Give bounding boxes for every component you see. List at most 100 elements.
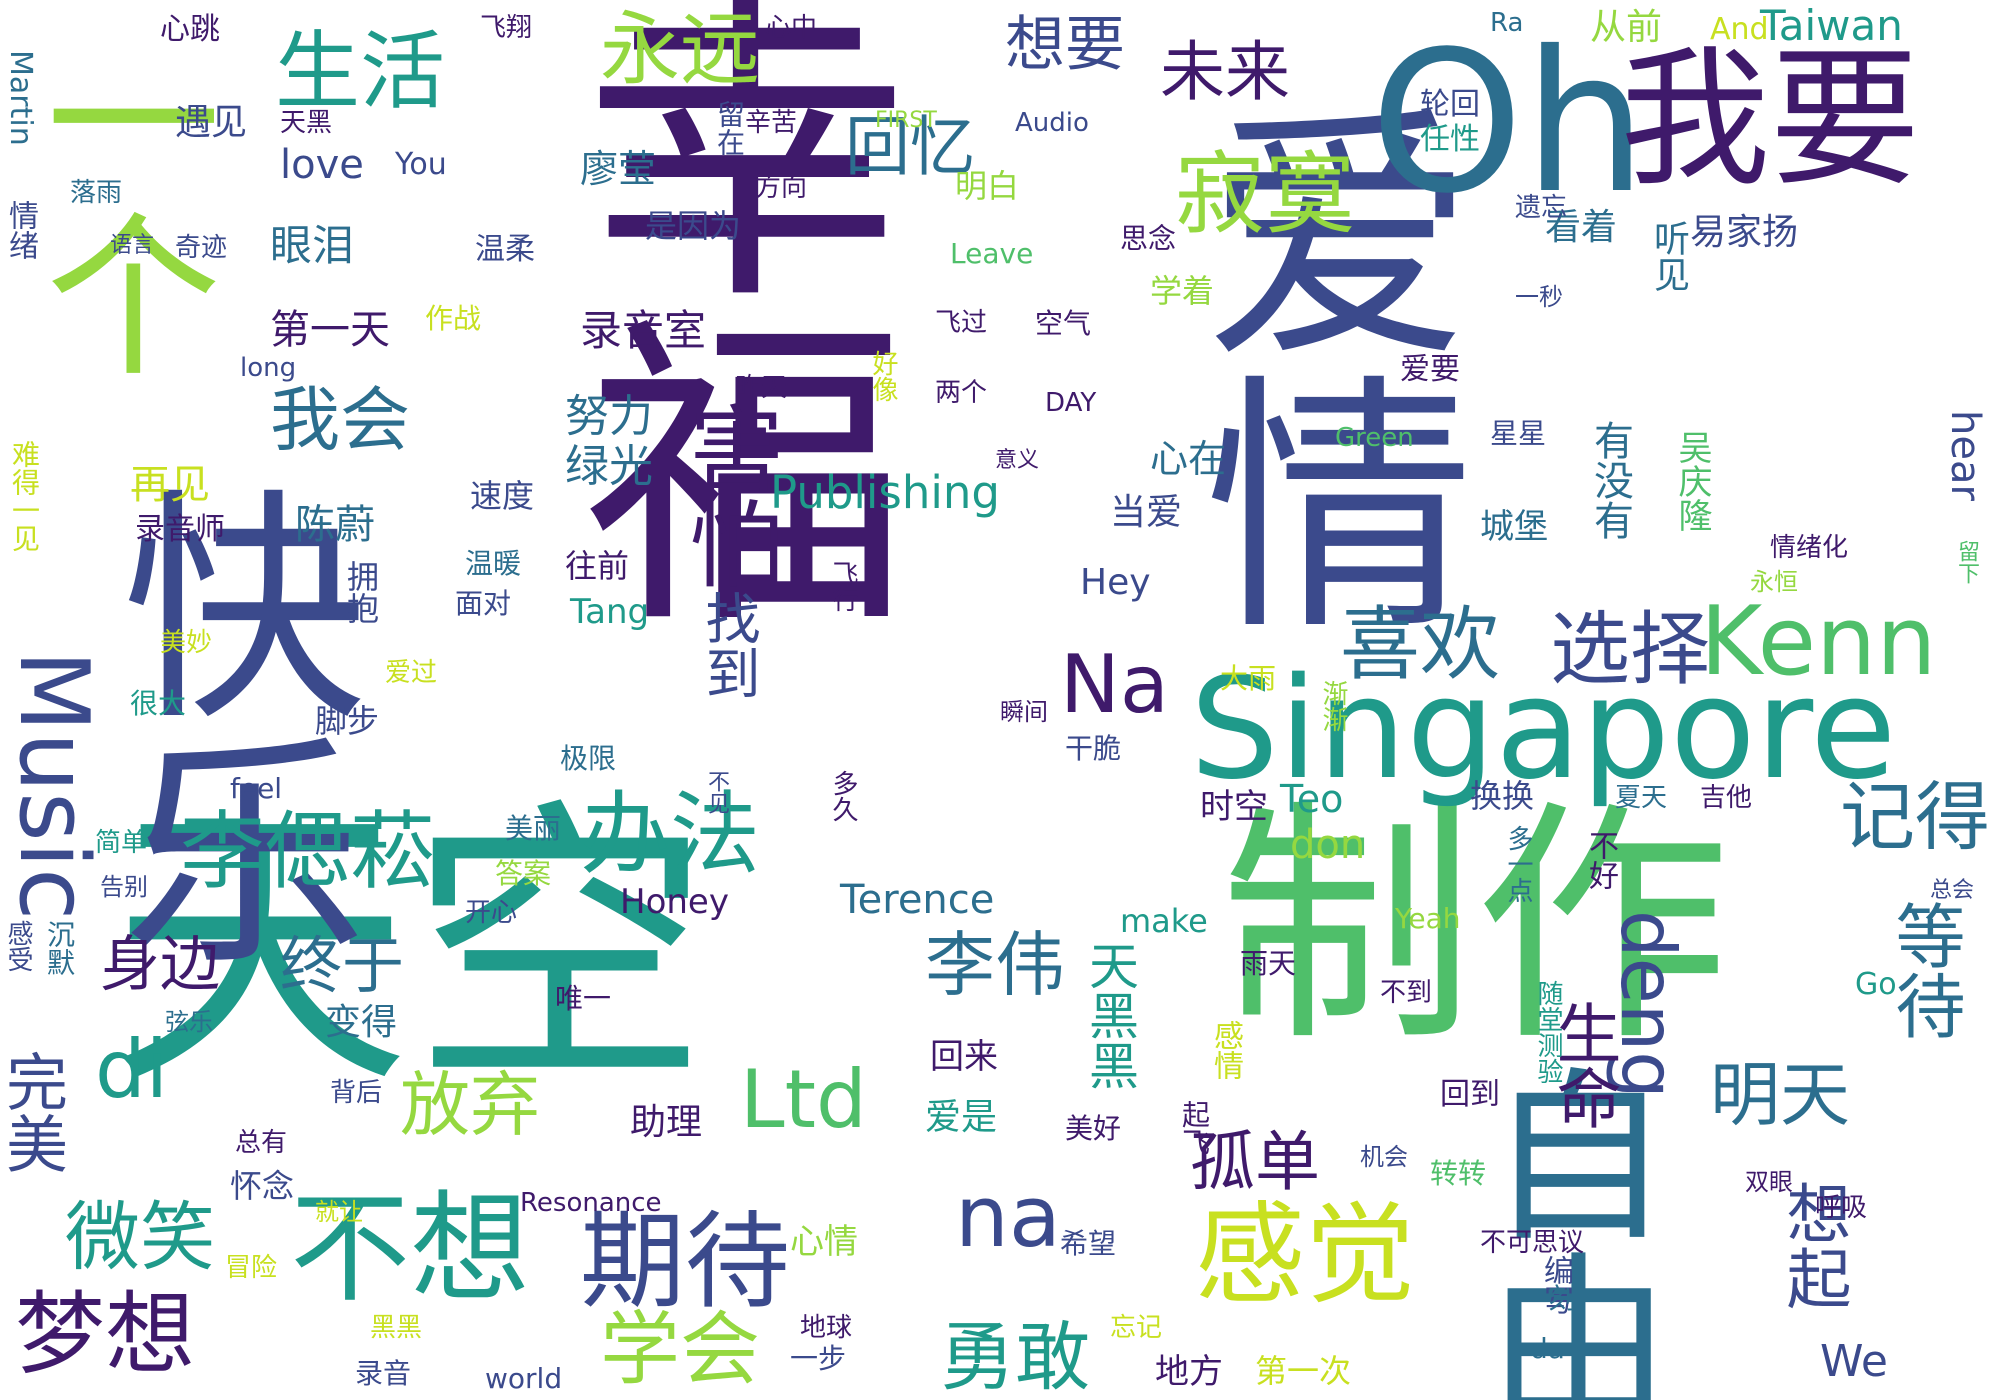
word-ganqing: 感情 <box>1208 1020 1243 1080</box>
word-lvguang: 绿光 <box>565 441 653 492</box>
word-ltd: Ltd <box>740 1053 867 1146</box>
word-yutian: 雨天 <box>1240 947 1297 980</box>
word-beihou: 背后 <box>330 1078 383 1108</box>
word-wohui: 我会 <box>270 379 410 461</box>
word-luyin: 录音 <box>355 1357 412 1390</box>
word-duojiu: 多久 <box>828 770 858 822</box>
word-luyinshi2: 录音师 <box>135 512 225 547</box>
word-xingfu: 幸福 <box>528 0 907 630</box>
word-da: da <box>1530 1332 1565 1365</box>
word-shuangyan: 双眼 <box>1745 1168 1793 1196</box>
word-shengming: 生命 <box>1545 1000 1620 1130</box>
word-fangqi: 放弃 <box>400 1064 540 1146</box>
word-weilai: 未来 <box>1160 35 1291 110</box>
word-taiwan: Taiwan <box>1760 1 1903 50</box>
word-tianheihei: 天黑黑 <box>1081 940 1139 1090</box>
word-long: long <box>240 353 297 383</box>
word-meimiao: 美妙 <box>160 628 213 658</box>
word-qidai: 期待 <box>580 1201 791 1323</box>
word-xiangyao: 想要 <box>1005 10 1125 80</box>
word-chenmo: 沉默 <box>43 920 76 976</box>
word-ganshou: 感受 <box>3 920 33 972</box>
word-jita: 吉他 <box>1700 783 1753 813</box>
word-liaoying: 廖莹 <box>580 147 657 191</box>
word-budao: 不到 <box>1380 978 1433 1008</box>
word-martin: Martin <box>3 50 38 146</box>
word-aiyao: 爱要 <box>1400 352 1460 387</box>
word-buxiang: 不想 <box>290 1180 530 1319</box>
word-first: FIRST <box>875 108 937 133</box>
word-diqiu: 地球 <box>800 1313 853 1343</box>
word-oh: Oh <box>1370 9 1648 236</box>
word-feel: feel <box>230 772 283 805</box>
word-green: Green <box>1335 423 1414 453</box>
word-henda: 很大 <box>130 687 187 720</box>
word-Na: Na <box>1060 638 1169 731</box>
word-xinku: 辛苦 <box>745 108 798 138</box>
word-audio: Audio <box>1015 108 1089 138</box>
word-yujian: 遇见 <box>175 102 248 143</box>
word-liuxia: 留下 <box>1954 540 1979 584</box>
word-aiguo: 爱过 <box>385 658 438 688</box>
word-heihei: 黑黑 <box>370 1313 423 1343</box>
word-xiatian: 夏天 <box>1615 783 1668 813</box>
word-mingbai: 明白 <box>955 167 1020 205</box>
word-liangge: 两个 <box>935 378 988 408</box>
word-qingxu: 情绪 <box>3 200 38 260</box>
word-miandui: 面对 <box>455 587 512 620</box>
word-shenbian: 身边 <box>100 930 220 1000</box>
word-zhizuo: 制作 <box>1220 779 1731 1076</box>
word-xinzai: 心在 <box>1150 437 1227 481</box>
word-lunhui: 轮回 <box>1420 87 1480 122</box>
word-kaixin: 开心 <box>465 898 518 928</box>
word-teo: Teo <box>1280 777 1344 821</box>
word-huiyi: 回忆 <box>845 110 976 185</box>
word-jixian: 极限 <box>560 742 617 775</box>
word-diyici: 第一次 <box>1255 1352 1352 1390</box>
word-mingtian: 明天 <box>1710 1054 1850 1136</box>
word-gaobie: 告别 <box>100 873 148 901</box>
word-we: We <box>1820 1336 1888 1387</box>
word-shenghuo: 生活 <box>275 23 446 122</box>
word-hey: Hey <box>1080 562 1151 603</box>
word-resonance: Resonance <box>520 1188 662 1218</box>
word-yongbao: 拥抱 <box>342 560 380 624</box>
word-lisisong: 李偲菘 <box>180 803 436 902</box>
word-make: make <box>1120 902 1208 940</box>
word-dayu: 大雨 <box>1220 662 1277 695</box>
word-jiandan: 简单 <box>95 828 148 858</box>
word-ziyou: 自由 <box>1455 1060 1671 1400</box>
word-qifei: 起飞 <box>1178 1100 1211 1156</box>
word-huxi: 呼吸 <box>1815 1193 1868 1223</box>
word-sudu: 速度 <box>470 477 535 515</box>
word-haoxiang: 好像 <box>868 350 898 402</box>
word-honey: Honey <box>620 882 729 922</box>
word-xinqing: 心情 <box>790 1222 858 1262</box>
word-liwei: 李伟 <box>925 924 1065 1006</box>
word-gancui: 干脆 <box>1065 732 1122 765</box>
word-jiurang: 就让 <box>315 1198 363 1226</box>
word-shunjian: 瞬间 <box>1000 698 1048 726</box>
word-kenn: Kenn <box>1700 587 1937 697</box>
word-duoyidian: 多一点 <box>1503 825 1533 903</box>
word-congqian: 从前 <box>1590 7 1663 48</box>
word-don: don <box>1290 822 1366 868</box>
word-di: di <box>95 1023 169 1116</box>
word-xuehui: 学会 <box>600 1303 760 1396</box>
word-wuqinglong: 吴庆隆 <box>1672 430 1712 532</box>
word-youmeiyou: 有没有 <box>1587 420 1633 540</box>
word-tiankong: 天空 <box>110 775 710 1124</box>
word-tang: Tang <box>570 592 650 632</box>
word-kanzhe: 看着 <box>1545 207 1618 248</box>
word-zaijian: 再见 <box>130 462 210 508</box>
word-zhuli: 助理 <box>630 1102 703 1143</box>
word-xuezhe: 学着 <box>1150 272 1215 310</box>
word-chengbao: 城堡 <box>1480 507 1548 547</box>
word-singapore: Singapore <box>1190 648 1897 811</box>
word-zhongyu: 终于 <box>280 929 405 1002</box>
word-xiangqi: 想起 <box>1775 1180 1850 1310</box>
word-bianxie: 编写 <box>1538 1255 1573 1315</box>
word-zuotian: 昨天 <box>735 373 788 403</box>
word-dangai: 当爱 <box>1110 492 1183 533</box>
